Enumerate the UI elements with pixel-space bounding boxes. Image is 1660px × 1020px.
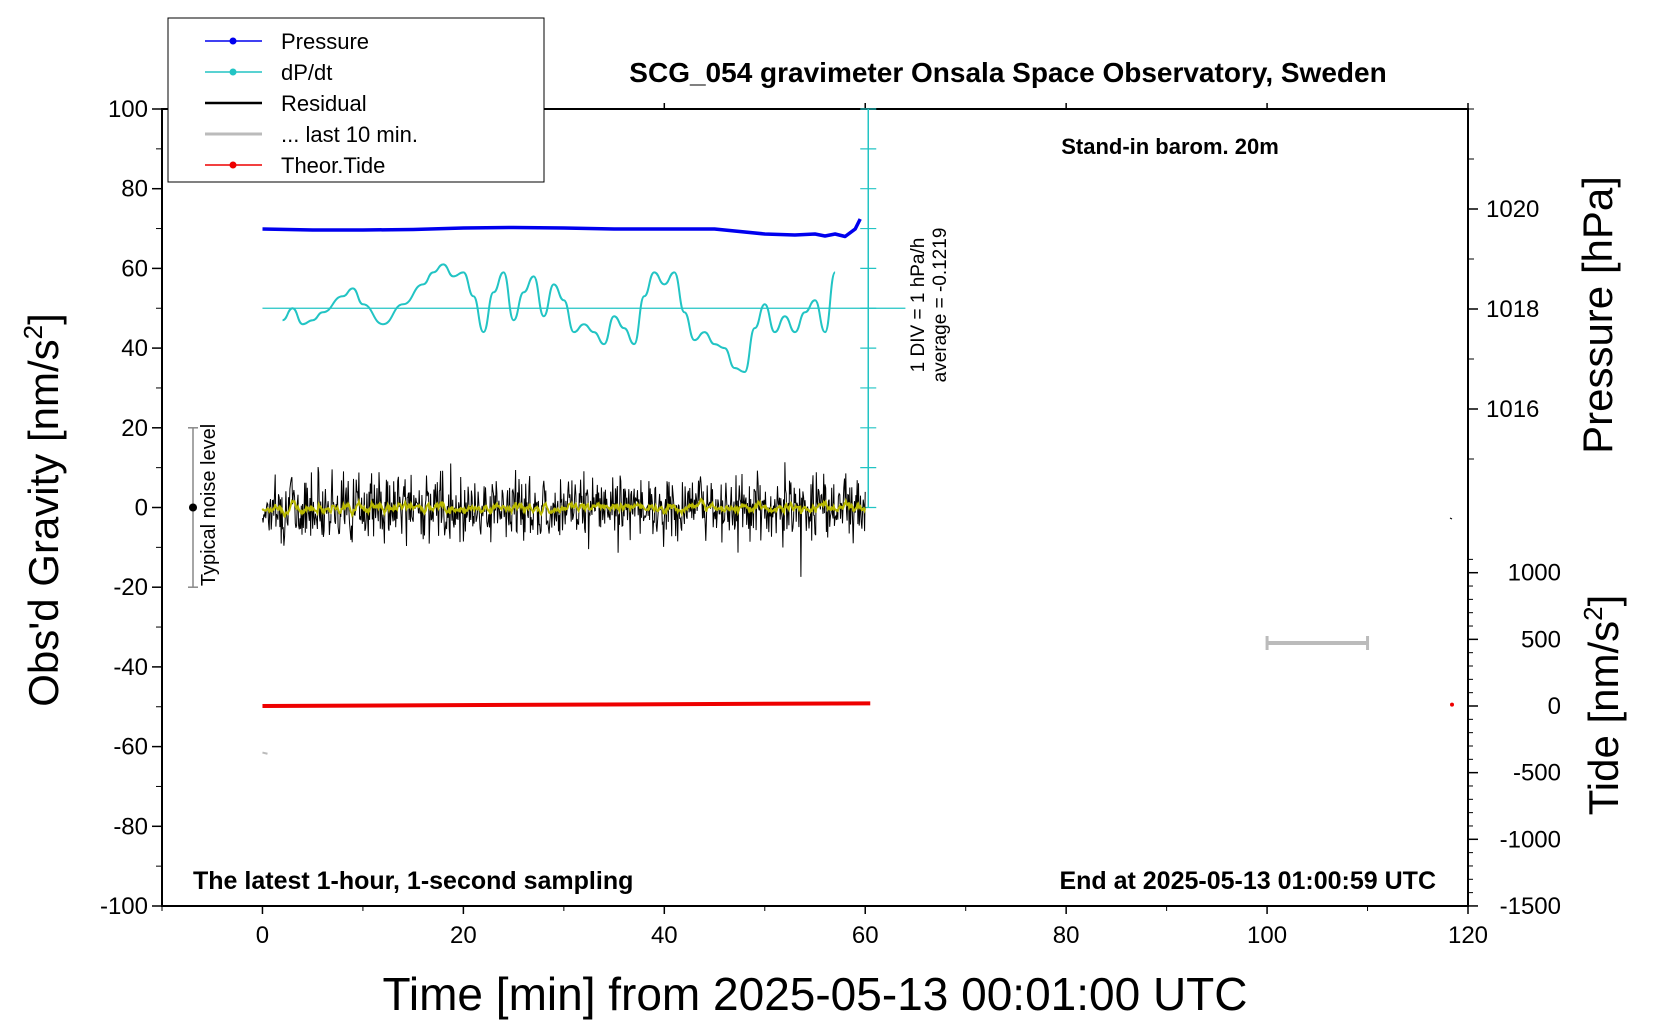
tide-tick-label: 1000 [1508,560,1561,587]
dpdt-scale-label: 1 DIV = 1 hPa/h [908,238,929,373]
x-tick-label: 60 [852,922,879,949]
y-tick-label: 0 [135,495,148,522]
legend-swatch-dot [229,37,237,45]
y-tick-label: -40 [113,654,148,681]
legend-swatch-dot [229,68,237,76]
tide-tick-label: -500 [1513,760,1561,787]
noise-center-dot [189,503,197,512]
y-tick-label: 80 [121,176,148,203]
tide-line [262,701,871,708]
legend-label: Theor.Tide [281,153,385,178]
y-tick-label: 40 [121,335,148,362]
tide-tick-label: -1500 [1500,893,1561,920]
y-tick-label: -20 [113,574,148,601]
x-tick-label: 100 [1247,922,1287,949]
station-note: Stand-in barom. 20m [1061,134,1279,159]
sampling-note: The latest 1-hour, 1-second sampling [193,867,633,895]
x-tick-label: 0 [256,922,269,949]
legend-swatch-dot [229,161,237,169]
tide-tick-label: -1000 [1500,826,1561,853]
last10-stub [262,751,268,755]
x-tick-label: 120 [1448,922,1488,949]
y-tick-label: -100 [100,893,148,920]
residual-smooth-line [261,497,867,519]
pressure-end-dot [1449,517,1453,520]
legend-label: dP/dt [281,60,332,85]
series-layer [188,108,1454,755]
pressure-tick-label: 1018 [1486,296,1539,323]
end-time-note: End at 2025-05-13 01:00:59 UTC [1059,867,1436,895]
x-tick-label: 80 [1053,922,1080,949]
noise-level-indicator: Typical noise level [198,424,220,586]
dpdt-scale: 1 DIV = 1 hPa/h average = -0.1219 [908,228,951,383]
legend-label: Pressure [281,29,369,54]
pressure-tick-label: 1016 [1486,396,1539,423]
pressure-tick-label: 1020 [1486,196,1539,223]
y-tick-label: 100 [108,96,148,123]
y-axis-label-gravity: Obs'd Gravity [nm/s2] [18,313,67,707]
y-axis-label-tide: Tide [nm/s2] [1578,595,1627,816]
x-axis-label: Time [min] from 2025-05-13 00:01:00 UTC [383,968,1248,1020]
y-tick-label: 60 [121,255,148,282]
x-tick-label: 20 [450,922,477,949]
y-tick-label: -80 [113,813,148,840]
tide-tick-label: 500 [1521,626,1561,653]
chart-title: SCG_054 gravimeter Onsala Space Observat… [629,57,1386,88]
dpdt-average-label: average = -0.1219 [930,228,951,383]
legend-box [167,17,545,183]
tide-marker [1450,702,1454,707]
legend-label: Residual [281,91,367,116]
y-tick-label: 20 [121,415,148,442]
pressure-line [262,218,862,239]
noise-level-label: Typical noise level [198,424,220,586]
legend-label: ... last 10 min. [281,122,418,147]
tide-tick-label: 0 [1548,693,1561,720]
axis-ticks: 0 20 40 60 80 100 120 100 80 60 40 20 0 -20 -40 -60 -80 -… [100,96,1561,949]
y-tick-label: -60 [113,734,148,761]
y-axis-label-pressure: Pressure [hPa] [1574,176,1621,454]
legend: Pressure dP/dt Residual ... last 10 min. The… [167,17,545,183]
dpdt-line [282,263,837,374]
residual-line [262,462,866,577]
x-tick-label: 40 [651,922,678,949]
